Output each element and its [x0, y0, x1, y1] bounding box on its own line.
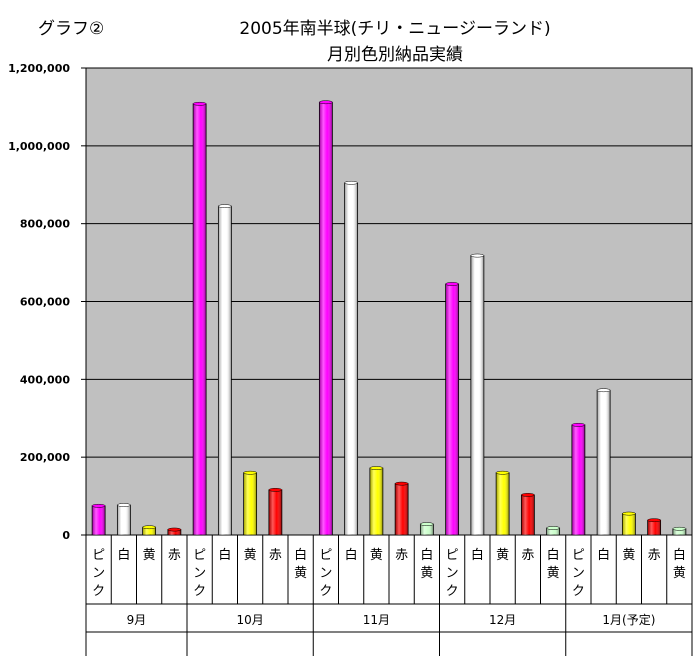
y-axis-tick-labels: 0 200,000 400,000 600,000 800,000 1,000,000 1,… [8, 62, 86, 542]
bar-shading [319, 102, 333, 535]
x-category-label: 白 [117, 547, 130, 563]
bars [91, 100, 687, 536]
bar-top [319, 100, 333, 105]
bar-top [420, 522, 434, 526]
x-group-label: 11月 [363, 613, 390, 627]
bar-top [647, 518, 661, 523]
x-category-label: ピンク [572, 548, 585, 599]
x-category-label: 黄 [244, 548, 257, 563]
chart-title: 2005年南半球(チリ・ニュージーランド) [239, 19, 550, 39]
x-category-label: 白黄 [294, 547, 307, 581]
bar-top [243, 470, 257, 475]
x-axis-category-table: ピンク白黄赤9月ピンク白黄赤白黄10月ピンク白黄赤白黄11月ピンク白黄赤白黄12… [85, 535, 693, 656]
y-tick-label: 1,000,000 [8, 140, 70, 153]
x-category-label: 白 [345, 547, 358, 563]
bar-top [470, 253, 485, 258]
x-category-label: 黄 [370, 548, 383, 563]
bar-top [268, 488, 283, 492]
x-category-label: 赤 [395, 548, 408, 563]
bar-top [521, 493, 535, 497]
x-group-label: 1月(予定) [602, 612, 655, 627]
bar-shading [521, 494, 535, 535]
bar-shading [218, 206, 232, 535]
bar-shading [622, 513, 636, 535]
x-category-label: ピンク [319, 548, 332, 599]
bar-shading [243, 472, 257, 535]
bar-shading [369, 468, 383, 535]
gridlines [86, 145, 692, 458]
bar-top [394, 481, 409, 486]
y-tick-label: 0 [62, 529, 70, 542]
bar-top [622, 511, 636, 516]
bar-top [571, 423, 586, 427]
bar-shading [445, 283, 459, 535]
bar-top [672, 526, 687, 531]
x-category-label: 黄 [143, 548, 156, 563]
x-category-label: 黄 [496, 548, 509, 563]
bar-top [117, 503, 131, 507]
bar-top [546, 526, 560, 530]
bar-shading [395, 483, 409, 535]
y-tick-label: 200,000 [20, 451, 70, 464]
bar-top [445, 282, 459, 286]
bar-top [344, 180, 358, 185]
x-category-label: 白黄 [420, 547, 433, 581]
bar-shading [496, 472, 510, 535]
x-category-label: ピンク [92, 548, 105, 599]
bar-shading [344, 182, 358, 535]
bar-shading [672, 528, 686, 535]
bar-shading [117, 505, 131, 535]
bar-top [192, 101, 207, 106]
bar-shading [470, 255, 484, 535]
bar-top [369, 466, 384, 470]
x-category-label: 白 [218, 547, 231, 563]
y-tick-label: 800,000 [20, 218, 70, 231]
x-category-label: 白黄 [547, 547, 560, 581]
x-category-label: 白 [471, 547, 484, 563]
x-group-label: 10月 [236, 613, 263, 627]
x-group-label: 9月 [127, 613, 147, 627]
x-category-label: 黄 [622, 548, 635, 563]
bar-top [495, 470, 510, 475]
x-category-label: ピンク [193, 548, 206, 599]
bar-shading [92, 505, 106, 535]
bar-shading [142, 527, 156, 535]
bar-shading [597, 390, 611, 535]
x-category-label: 赤 [269, 548, 282, 563]
bar-top [142, 525, 156, 530]
y-tick-label: 400,000 [20, 373, 70, 386]
graph-label: グラフ② [38, 19, 104, 39]
x-category-label: ピンク [446, 548, 459, 599]
x-category-label: 赤 [168, 548, 181, 563]
y-tick-label: 600,000 [20, 296, 70, 309]
bar-top [596, 388, 611, 393]
x-category-label: 赤 [648, 548, 661, 563]
bar-top [167, 527, 182, 532]
x-category-label: 赤 [521, 548, 534, 563]
bar-shading [546, 527, 560, 535]
x-category-label: 白 [597, 547, 610, 563]
x-category-label: 白黄 [673, 547, 686, 581]
x-group-label: 12月 [489, 613, 516, 627]
bar-top [218, 204, 232, 209]
chart-subtitle: 月別色別納品実績 [327, 45, 463, 65]
bar-shading [420, 524, 434, 535]
y-tick-label: 1,200,000 [8, 62, 70, 75]
bar-top [91, 503, 106, 508]
bar-shading [647, 520, 661, 535]
bar-shading [268, 489, 282, 535]
bar-shading [167, 529, 181, 535]
bar-shading [193, 103, 207, 535]
bar-shading [571, 424, 585, 535]
